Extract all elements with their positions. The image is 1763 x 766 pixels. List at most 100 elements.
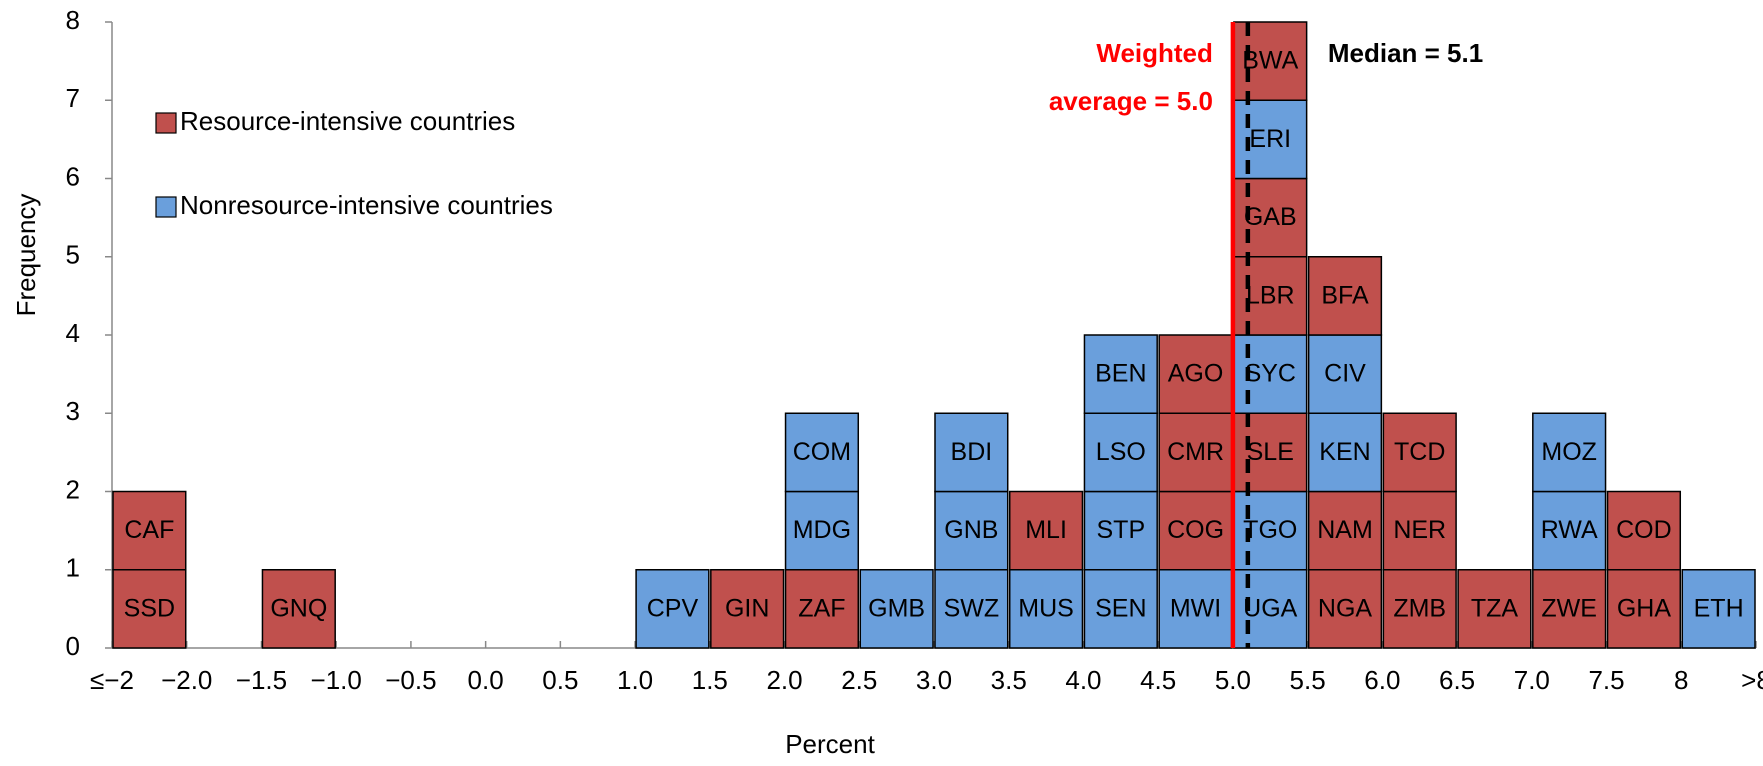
- x-tick-label: ≤−2: [90, 665, 134, 695]
- x-tick-label: 3.5: [991, 665, 1027, 695]
- country-label: MLI: [1025, 516, 1067, 544]
- x-tick-label: 7.0: [1514, 665, 1550, 695]
- reference-label: Weighted: [1096, 38, 1213, 68]
- y-tick-label: 5: [66, 240, 80, 270]
- country-label: KEN: [1319, 438, 1370, 466]
- legend-swatch: [155, 112, 177, 134]
- x-tick-label: 4.0: [1065, 665, 1101, 695]
- x-axis-label: Percent: [785, 729, 875, 759]
- country-block: [1532, 412, 1607, 493]
- country-label: GAB: [1244, 203, 1297, 231]
- country-label: GNQ: [270, 594, 327, 622]
- x-tick-label: 5.0: [1215, 665, 1251, 695]
- country-label: ZMB: [1393, 594, 1446, 622]
- country-label: BEN: [1095, 360, 1146, 388]
- x-tick-label: 3.0: [916, 665, 952, 695]
- country-label: GNB: [944, 516, 998, 544]
- country-label: COM: [793, 438, 851, 466]
- country-block: [1457, 569, 1532, 649]
- country-label: TGO: [1243, 516, 1297, 544]
- country-block: [784, 569, 860, 649]
- country-label: ZAF: [798, 594, 845, 622]
- country-block: [859, 569, 934, 649]
- country-block: [1158, 490, 1233, 571]
- country-block: [1681, 569, 1756, 649]
- x-tick-label: 0.0: [468, 665, 504, 695]
- x-tick-label: 1.0: [617, 665, 653, 695]
- y-tick-label: 1: [66, 553, 80, 583]
- reference-label: Median = 5.1: [1328, 38, 1483, 68]
- country-label: COG: [1167, 516, 1224, 544]
- country-label: LBR: [1246, 281, 1295, 309]
- country-label: NER: [1393, 516, 1446, 544]
- country-label: GIN: [725, 594, 769, 622]
- country-block: [1606, 490, 1682, 571]
- country-label: CPV: [647, 594, 699, 622]
- country-label: LSO: [1096, 438, 1146, 466]
- country-label: MDG: [793, 516, 851, 544]
- country-block: [1158, 569, 1233, 649]
- country-label: GHA: [1617, 594, 1672, 622]
- country-label: COD: [1616, 516, 1672, 544]
- y-tick-label: 0: [66, 631, 80, 661]
- country-block: [1083, 412, 1158, 493]
- x-tick-label: −1.5: [236, 665, 287, 695]
- country-label: ERI: [1249, 125, 1291, 153]
- country-block: [1606, 569, 1682, 649]
- country-block: [710, 569, 785, 649]
- country-label: SEN: [1095, 594, 1146, 622]
- x-tick-label: 6.5: [1439, 665, 1475, 695]
- country-block: [1307, 490, 1383, 571]
- x-tick-label: −2.0: [161, 665, 212, 695]
- country-label: TCD: [1394, 438, 1445, 466]
- x-tick-label: 7.5: [1588, 665, 1624, 695]
- country-label: GMB: [868, 594, 925, 622]
- y-tick-label: 6: [66, 161, 80, 191]
- x-tick-label: 6.0: [1364, 665, 1400, 695]
- x-tick-label: 2.5: [841, 665, 877, 695]
- country-block: [1008, 490, 1084, 571]
- legend-label: Resource-intensive countries: [180, 106, 515, 136]
- country-block: [784, 490, 860, 571]
- country-label: RWA: [1541, 516, 1598, 544]
- country-label: NGA: [1318, 594, 1373, 622]
- country-block: [1307, 569, 1383, 649]
- country-label: UGA: [1243, 594, 1298, 622]
- x-tick-label: 4.5: [1140, 665, 1176, 695]
- country-label: MUS: [1018, 594, 1074, 622]
- x-tick-label: 0.5: [542, 665, 578, 695]
- x-tick-label: >8: [1741, 665, 1763, 695]
- y-tick-label: 2: [66, 474, 80, 504]
- country-block: [1307, 334, 1383, 414]
- y-axis-label: Frequency: [11, 194, 41, 317]
- country-label: CMR: [1167, 438, 1224, 466]
- y-tick-label: 3: [66, 396, 80, 426]
- country-label: BWA: [1242, 47, 1298, 75]
- country-label: MOZ: [1541, 438, 1597, 466]
- country-block: [1382, 412, 1457, 493]
- country-label: SLE: [1247, 438, 1294, 466]
- legend-label: Nonresource-intensive countries: [180, 190, 553, 220]
- country-label: BFA: [1321, 281, 1369, 309]
- country-block: [261, 569, 336, 649]
- country-label: STP: [1097, 516, 1146, 544]
- country-block: [635, 569, 710, 649]
- country-block: [1008, 569, 1084, 649]
- country-label: SYC: [1245, 360, 1296, 388]
- country-block: [112, 490, 187, 571]
- y-tick-label: 7: [66, 83, 80, 113]
- country-label: ZWE: [1541, 594, 1597, 622]
- country-block: [1532, 569, 1607, 649]
- country-block: [784, 412, 860, 493]
- country-label: MWI: [1170, 594, 1221, 622]
- country-block: [934, 490, 1009, 571]
- country-label: CIV: [1324, 360, 1366, 388]
- country-block: [1382, 569, 1457, 649]
- y-tick-label: 8: [66, 5, 80, 35]
- x-tick-label: −0.5: [385, 665, 436, 695]
- country-label: SSD: [124, 594, 175, 622]
- x-tick-label: 5.5: [1290, 665, 1326, 695]
- country-block: [1307, 412, 1383, 493]
- country-label: CAF: [124, 516, 174, 544]
